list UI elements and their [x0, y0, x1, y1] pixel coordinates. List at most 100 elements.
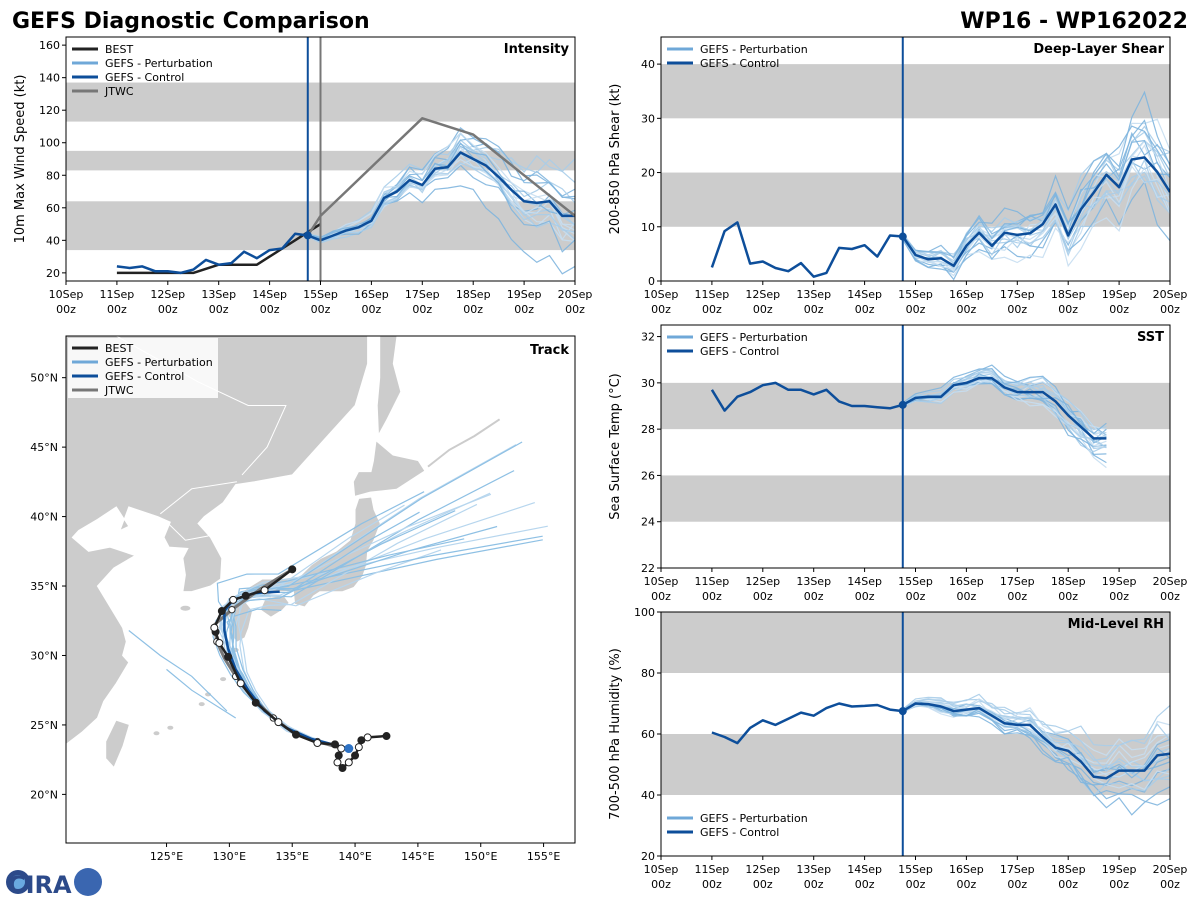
intensity-xtick-label: 14Sep 00z	[252, 288, 287, 316]
shear-ytick-label: 0	[648, 275, 655, 288]
rh-xtick-day: 19Sep	[1102, 863, 1137, 876]
shear-xtick-day: 19Sep	[1102, 288, 1137, 301]
sst-xtick-day: 18Sep	[1051, 575, 1086, 588]
sst-ytick-label: 28	[641, 423, 655, 436]
intensity-xtick-day: 15Sep	[303, 288, 338, 301]
intensity-legend-label: GEFS - Perturbation	[105, 57, 213, 70]
sst-xtick-label: 17Sep 00z	[1000, 575, 1035, 603]
intensity-xtick-label: 18Sep 00z	[456, 288, 491, 316]
shear-xtick-label: 18Sep 00z	[1051, 288, 1086, 316]
track-best-point	[215, 638, 224, 647]
rh-xtick-hour: 00z	[906, 878, 926, 891]
track-legend-label: GEFS - Perturbation	[105, 356, 213, 369]
rh-xtick-label: 15Sep 00z	[898, 863, 933, 891]
intensity-series-jtwc	[306, 117, 575, 237]
sst-perturbation-member-16	[902, 368, 1107, 448]
track-best-point	[330, 740, 339, 749]
shear-xtick-label: 13Sep 00z	[796, 288, 831, 316]
shear-xtick-hour: 00z	[753, 303, 773, 316]
intensity-xtick-hour: 00z	[209, 303, 229, 316]
sst-xtick-day: 19Sep	[1102, 575, 1137, 588]
figure-title: GEFS Diagnostic Comparison	[12, 9, 370, 34]
intensity-xtick-day: 12Sep	[150, 288, 185, 301]
shear-xtick-day: 10Sep	[644, 288, 679, 301]
intensity-ytick-label: 140	[39, 72, 60, 85]
shear-xtick-day: 11Sep	[695, 288, 730, 301]
sst-xtick-day: 16Sep	[949, 575, 984, 588]
rh-ytick-label: 20	[641, 850, 655, 863]
sst-xtick-label: 20Sep 00z	[1153, 575, 1188, 603]
logo-text: CIRA	[8, 871, 72, 899]
rh-xtick-label: 16Sep 00z	[949, 863, 984, 891]
rh-perturbation-member-18	[902, 696, 1170, 762]
intensity-xtick-label: 20Sep 00z	[558, 288, 593, 316]
track-best-point	[344, 758, 353, 767]
land-island-3	[153, 731, 160, 736]
track-jtwc-point	[228, 605, 236, 614]
track-best-point	[288, 565, 297, 574]
rh-xtick-day: 15Sep	[898, 863, 933, 876]
shear-xtick-day: 18Sep	[1051, 288, 1086, 301]
rh-xtick-hour: 00z	[957, 878, 977, 891]
shear-perturbation-member-13	[902, 139, 1170, 260]
sst-xtick-day: 10Sep	[644, 575, 679, 588]
track-map-area	[66, 336, 548, 772]
border-china-korea	[159, 481, 237, 515]
sst-band-0	[661, 475, 1170, 522]
shear-plot-area	[710, 90, 1170, 281]
shear-xtick-day: 17Sep	[1000, 288, 1035, 301]
track-best-point	[210, 623, 219, 632]
track-best-point	[236, 679, 245, 688]
shear-xtick-hour: 00z	[1109, 303, 1129, 316]
sst-ylabel: Sea Surface Temp (°C)	[608, 373, 623, 520]
sst-xtick-hour: 00z	[906, 590, 926, 603]
land-sakhalin	[377, 336, 401, 434]
sst-xtick-day: 13Sep	[796, 575, 831, 588]
rh-xtick-day: 20Sep	[1153, 863, 1188, 876]
track-frame	[65, 335, 576, 844]
rh-xtick-label: 14Sep 00z	[847, 863, 882, 891]
intensity-xtick-day: 17Sep	[405, 288, 440, 301]
intensity-init-marker	[303, 231, 312, 240]
rh-legend-label: GEFS - Control	[700, 826, 779, 839]
track-best-point	[338, 763, 347, 772]
intensity-legend-label: JTWC	[104, 85, 134, 98]
border-korea	[163, 516, 223, 541]
track-lat-tick-label: 50°N	[30, 372, 58, 385]
track-best-point	[351, 751, 360, 760]
rh-xtick-hour: 00z	[1109, 878, 1129, 891]
track-legend-label: JTWC	[104, 384, 134, 397]
sst-xtick-day: 15Sep	[898, 575, 933, 588]
intensity-xtick-hour: 00z	[565, 303, 585, 316]
track-lat-tick-label: 25°N	[30, 719, 58, 732]
shear-xtick-hour: 00z	[702, 303, 722, 316]
shear-xtick-label: 20Sep 00z	[1153, 288, 1188, 316]
intensity-xtick-hour: 00z	[362, 303, 382, 316]
intensity-perturbation-member-9	[307, 143, 575, 244]
rh-ytick-label: 100	[634, 606, 655, 619]
sst-series-gefs-control	[710, 376, 1107, 440]
sst-legend-label: GEFS - Perturbation	[700, 331, 808, 344]
land-island-0	[198, 702, 205, 707]
track-best-point	[274, 718, 283, 727]
track-perturbation-south-0	[128, 630, 228, 712]
sst-xtick-day: 12Sep	[745, 575, 780, 588]
intensity-perturbation-member-15	[307, 162, 575, 243]
track-lon-tick-label: 155°E	[527, 850, 560, 863]
intensity-xtick-label: 11Sep 00z	[100, 288, 135, 316]
track-lon-tick-label: 150°E	[464, 850, 497, 863]
land-taiwan	[106, 720, 129, 767]
intensity-xtick-day: 13Sep	[201, 288, 236, 301]
intensity-xtick-hour: 00z	[158, 303, 178, 316]
shear-xtick-label: 10Sep 00z	[644, 288, 679, 316]
intensity-xtick-hour: 00z	[107, 303, 127, 316]
track-best-point	[260, 586, 269, 595]
rh-legend-label: GEFS - Perturbation	[700, 812, 808, 825]
sst-xtick-hour: 00z	[957, 590, 977, 603]
track-best-point	[337, 744, 346, 753]
intensity-xtick-label: 12Sep 00z	[150, 288, 185, 316]
logo-globe-inner-icon	[11, 875, 25, 889]
shear-xtick-day: 20Sep	[1153, 288, 1188, 301]
track-lon-tick-label: 135°E	[275, 850, 308, 863]
